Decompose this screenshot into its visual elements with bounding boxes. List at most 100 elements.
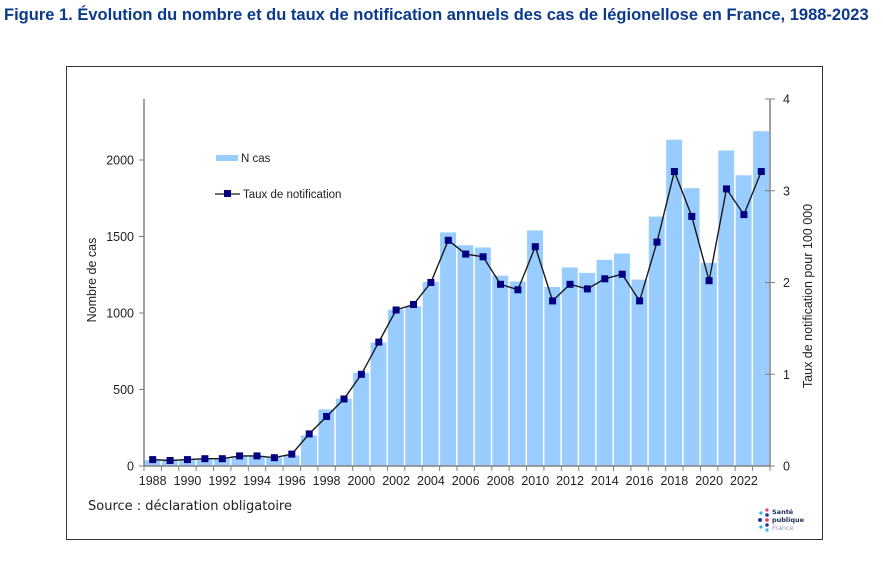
y-ticks-left: 0 500 1000 1500 2000 [106,154,144,474]
bar-2006 [457,245,474,466]
bar-2005 [440,232,456,466]
rate-marker-2001 [375,338,383,346]
legend-marker [224,190,231,197]
rate-marker-1990 [184,456,191,464]
bar-1992 [214,458,230,466]
bar-1994 [248,455,265,466]
logo-dot-icon [765,508,769,512]
rate-marker-1992 [218,455,226,463]
rate-marker-1991 [201,455,209,463]
rate-marker-2018 [670,168,678,175]
bar-1996 [283,455,300,466]
y2-axis-title: Taux de notification pour 100 000 [801,204,815,388]
x-tick-label: 2006 [452,474,480,488]
x-tick-label: 1996 [278,474,306,488]
rate-marker-2005 [444,236,452,244]
y-ticks-right: 0 1 2 3 4 [765,93,790,474]
bar-1999 [335,398,352,466]
logo-text-line1: Santé [772,508,794,516]
logo-dot-icon [758,518,762,522]
bar-2009 [509,281,526,466]
bars-group [144,131,769,467]
rate-marker-2023 [757,168,765,175]
x-tick-label: 2000 [347,474,375,488]
rate-marker-1988 [149,456,157,464]
x-tick-label: 2014 [591,474,619,488]
x-tick-label: 1988 [139,474,167,488]
bar-1997 [301,435,317,466]
bar-2008 [492,275,509,466]
bar-2003 [405,306,422,466]
y-tick-label: 1500 [106,230,134,244]
y2-tick-label: 0 [783,460,790,474]
logo-dot-icon [765,518,769,522]
bar-2001 [370,342,387,466]
bar-2019 [683,188,700,466]
rate-marker-1994 [253,452,261,460]
figure-title: Figure 1. Évolution du nombre et du taux… [4,6,869,24]
x-tick-label: 1990 [174,474,202,488]
bar-2023 [753,131,769,466]
bar-2004 [422,282,439,466]
rate-marker-2003 [410,301,417,308]
rate-marker-2014 [601,275,609,283]
legend: N cas Taux de notification [215,153,341,201]
bar-1993 [231,456,248,466]
x-tick-label: 2004 [417,474,445,488]
legend-label-line: Taux de notification [243,189,341,201]
rate-marker-1995 [270,454,278,462]
bar-2000 [353,372,370,466]
x-tick-label: 2008 [487,474,515,488]
bar-2021 [718,150,735,466]
rate-line-group [149,168,765,464]
bar-2012 [561,267,578,466]
logo-dot-icon [759,525,763,529]
rate-marker-2013 [583,285,591,293]
rate-marker-1996 [288,450,296,458]
rate-marker-2016 [636,297,644,305]
bar-2011 [544,287,561,466]
y-axis-title: Nombre de cas [85,238,99,323]
x-tick-label: 2022 [730,474,758,488]
source-note: Source : déclaration obligatoire [88,499,292,514]
rate-marker-2021 [723,185,730,193]
logo-text-line3: France [772,524,794,532]
y2-tick-label: 2 [783,276,790,290]
y-tick-label: 0 [127,460,134,474]
rate-marker-2015 [618,270,626,278]
rate-marker-1998 [323,413,331,420]
rate-marker-2004 [427,279,435,286]
y-tick-label: 2000 [106,154,134,168]
bar-1995 [266,457,283,466]
x-tick-label: 2012 [556,474,584,488]
rate-marker-2022 [740,211,748,219]
bar-2017 [648,216,665,466]
rate-marker-1989 [166,457,174,464]
bar-2010 [527,230,543,466]
y2-tick-label: 4 [783,93,790,107]
bar-2015 [614,253,630,466]
x-tick-label: 2020 [695,474,723,488]
bar-2016 [631,279,648,466]
rate-marker-2017 [653,238,661,246]
rate-marker-2006 [462,250,470,258]
rate-marker-1993 [236,452,244,460]
x-tick-label: 2002 [382,474,410,488]
x-tick-label: 2010 [521,474,549,488]
rate-marker-2012 [566,280,574,288]
bar-2022 [735,175,752,467]
bar-2020 [700,262,717,466]
chart-frame [66,66,823,540]
logo-text-line2: publique [772,516,805,524]
x-ticks: 1988 1990 1992 1994 1996 1998 2000 2002 2004 2006… [139,466,771,488]
rate-marker-2007 [479,253,487,261]
y2-tick-label: 3 [783,184,790,198]
bar-2007 [474,247,491,466]
rate-marker-2020 [705,277,713,285]
sante-publique-france-logo: Santé publique France [758,508,805,532]
bar-2018 [666,139,683,466]
rate-marker-2008 [497,280,504,288]
rate-marker-2011 [549,297,557,305]
x-tick-label: 2018 [660,474,688,488]
